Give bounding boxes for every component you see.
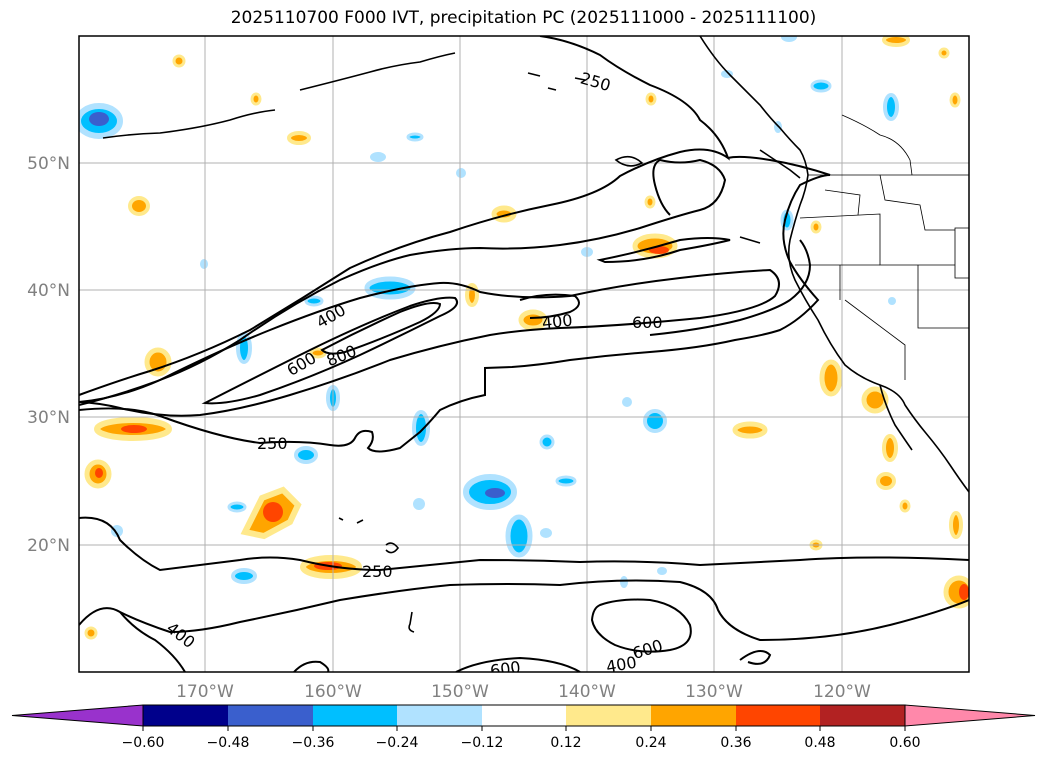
lon-label: 140°W: [558, 682, 616, 702]
contour-600-ne: [596, 237, 731, 264]
precip-positive-patches: [84, 36, 969, 640]
lon-label: 160°W: [304, 682, 362, 702]
contour-600-right: [649, 239, 812, 336]
contour-label: 400: [163, 618, 199, 652]
contour-label: 600: [489, 657, 522, 680]
colorbar-tick-label: 0.60: [889, 735, 920, 751]
contour-bottom-2: [455, 656, 581, 672]
precip-negative-patches: [79, 36, 899, 588]
contour-600-south: [590, 598, 692, 653]
contour-250-middle: [79, 155, 831, 453]
contour-600-inner: [201, 296, 459, 405]
colorbar: −0.60 −0.48 −0.36 −0.24 −0.12 0.12 0.24 …: [11, 704, 1036, 751]
colorbar-segment: [313, 705, 397, 726]
contour-label: 250: [578, 68, 613, 95]
contour-400-south: [79, 579, 969, 642]
lat-label: 40°N: [27, 281, 70, 301]
contour-400-northeast: [519, 293, 580, 319]
colorbar-frame: [142, 704, 906, 727]
contour-label: 400: [541, 311, 573, 333]
contour-bottom-1: [293, 660, 330, 672]
longitude-axis: 170°W 160°W 150°W 140°W 130°W 120°W: [176, 682, 871, 702]
contour-label: 600: [632, 313, 663, 332]
map-frame: [78, 35, 970, 673]
contour-label: 250: [362, 562, 393, 581]
colorbar-tick-label: −0.36: [292, 735, 335, 751]
lat-label: 20°N: [27, 536, 70, 556]
colorbar-segment: [143, 705, 228, 726]
colorbar-tick-label: −0.48: [207, 735, 250, 751]
colorbar-tick-label: 0.24: [635, 735, 666, 751]
coastlines: [102, 36, 969, 633]
map-title: 2025110700 F000 IVT, precipitation PC (2…: [230, 8, 817, 28]
lon-label: 120°W: [813, 682, 871, 702]
gridlines: [79, 36, 969, 672]
lon-label: 150°W: [431, 682, 489, 702]
colorbar-tick-label: −0.24: [376, 735, 419, 751]
lat-label: 30°N: [27, 408, 70, 428]
latitude-axis: 50°N 40°N 30°N 20°N: [27, 154, 70, 556]
state-borders: [795, 114, 969, 380]
colorbar-segment: [651, 705, 736, 726]
contour-outer-north: [79, 158, 727, 406]
contour-800-inner: [320, 302, 442, 355]
colorbar-segment: [566, 705, 651, 726]
contour-400-mid: [79, 268, 780, 417]
colorbar-extend-low: [11, 704, 144, 727]
contour-label: 600: [630, 636, 665, 664]
colorbar-segment: [397, 705, 482, 726]
colorbar-tick-label: 0.12: [550, 735, 581, 751]
lon-label: 170°W: [176, 682, 234, 702]
contour-250-north: [79, 36, 730, 396]
colorbar-tick-label: 0.36: [720, 735, 751, 751]
map-area: 250 400 600 800 400 600 250 250 400 600 …: [79, 36, 969, 680]
contour-label: 400: [605, 653, 638, 677]
lon-label: 130°W: [685, 682, 743, 702]
colorbar-segment: [228, 705, 313, 726]
colorbar-segment: [482, 705, 566, 726]
colorbar-extend-high: [904, 704, 1036, 727]
contour-250-south: [79, 516, 969, 572]
colorbar-segment: [736, 705, 820, 726]
contour-400-loop: [119, 611, 186, 672]
lat-label: 50°N: [27, 154, 70, 174]
ivt-contours: [79, 36, 969, 672]
colorbar-tick-label: −0.12: [461, 735, 504, 751]
colorbar-tick-label: 0.48: [804, 735, 835, 751]
contour-label: 250: [257, 434, 288, 453]
colorbar-tick-label: −0.60: [122, 735, 165, 751]
colorbar-segment: [820, 705, 905, 726]
contour-600-east: [739, 650, 772, 665]
